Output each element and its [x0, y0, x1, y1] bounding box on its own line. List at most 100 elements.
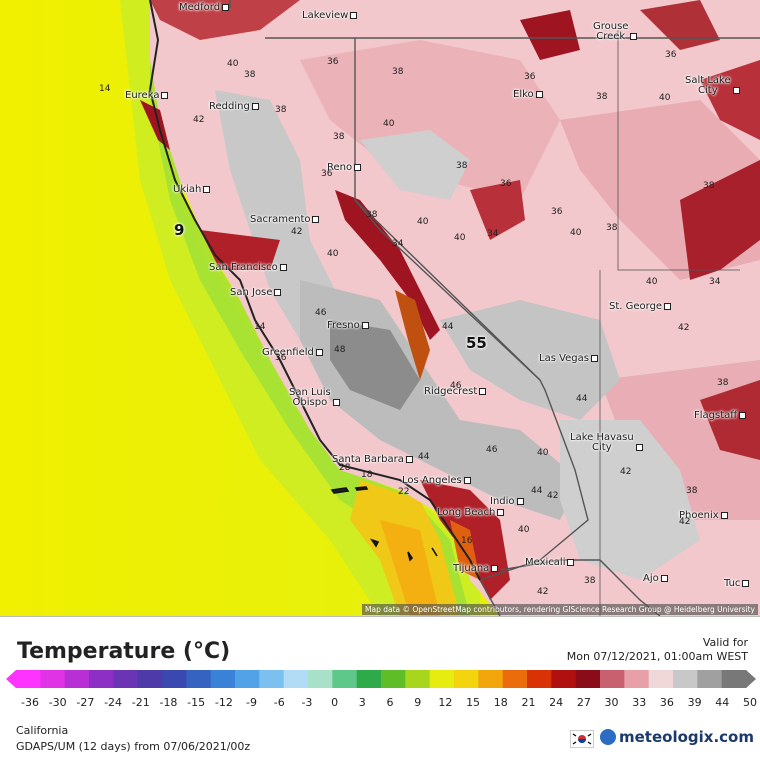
valid-time: Mon 07/12/2021, 01:00am WEST: [566, 650, 748, 663]
scale-max-arrow: [746, 670, 756, 688]
city-mexicali[interactable]: Mexicali: [525, 557, 575, 568]
temperature-value: 44: [576, 394, 588, 404]
city-flagstaff[interactable]: Flagstaff: [694, 410, 747, 421]
city-las-vegas[interactable]: Las Vegas: [539, 353, 598, 364]
city-marker-icon: [279, 263, 287, 271]
temperature-value: 36: [327, 57, 339, 67]
city-salt-lake-city[interactable]: Salt Lake City: [685, 76, 740, 96]
city-marker-icon: [405, 455, 413, 463]
scale-color-cell: [137, 670, 163, 688]
scale-tick-label: -3: [301, 696, 313, 709]
city-redding[interactable]: Redding: [209, 101, 259, 112]
city-greenfield[interactable]: Greenfield: [262, 347, 323, 358]
temperature-value: 46: [450, 381, 462, 391]
city-marker-icon: [361, 321, 369, 329]
city-tuc[interactable]: Tuc: [724, 578, 750, 589]
region-label: California: [16, 724, 69, 737]
city-ajo[interactable]: Ajo: [643, 573, 668, 584]
city-lake-havasu-city[interactable]: Lake Havasu City: [570, 433, 643, 453]
city-label: Santa Barbara: [332, 454, 404, 465]
color-scale-ticks: -36 -30 -27 -24 -21 -18 -15 -12 -9 -6 -3 0 3 6 9 12 15 18…: [6, 696, 757, 710]
city-elko[interactable]: Elko: [513, 89, 543, 100]
city-marker-icon: [161, 91, 169, 99]
temperature-value: 18: [361, 470, 373, 480]
scale-color-cell: [308, 670, 333, 688]
city-marker-icon: [332, 398, 340, 406]
weather-map[interactable]: Medford Lakeview Grouse Creek Eureka Elko Sal…: [0, 0, 760, 616]
scale-color-cell: [405, 670, 431, 688]
scale-tick-label: 12: [438, 696, 453, 709]
temperature-value: 40: [518, 525, 530, 535]
scale-color-cell: [210, 670, 236, 688]
temperature-value: 38: [456, 161, 468, 171]
scale-color-cell: [186, 670, 212, 688]
brand-name: meteologix.com: [619, 728, 754, 746]
temperature-value: 36: [321, 169, 333, 179]
scale-color-cell: [259, 670, 285, 688]
temperature-value: 38: [244, 70, 256, 80]
city-label: Elko: [513, 89, 534, 100]
city-los-angeles[interactable]: Los Angeles: [402, 475, 471, 486]
city-lakeview[interactable]: Lakeview: [302, 10, 358, 21]
scale-tick-label: 33: [632, 696, 647, 709]
scale-tick-label: 3: [358, 696, 366, 709]
city-marker-icon: [720, 511, 728, 519]
city-ukiah[interactable]: Ukiah: [173, 184, 211, 195]
city-fresno[interactable]: Fresno: [327, 320, 369, 331]
city-label: Tuc: [724, 578, 741, 589]
globe-icon: [600, 729, 616, 745]
city-st-george[interactable]: St. George: [609, 301, 672, 312]
city-label: Flagstaff: [694, 410, 738, 421]
city-marker-icon: [463, 476, 471, 484]
scale-color-cell: [429, 670, 455, 688]
city-marker-icon: [315, 348, 323, 356]
city-tijuana[interactable]: Tijuana: [453, 563, 499, 574]
city-san-luis-obispo[interactable]: San Luis Obispo: [289, 388, 340, 408]
city-medford[interactable]: Medford: [179, 2, 230, 13]
city-ridgecrest[interactable]: Ridgecrest: [424, 386, 487, 397]
city-san-francisco[interactable]: San Francisco: [209, 262, 287, 273]
city-santa-barbara[interactable]: Santa Barbara: [332, 454, 413, 465]
temperature-value: 40: [383, 119, 395, 129]
city-reno[interactable]: Reno: [327, 162, 362, 173]
city-phoenix[interactable]: Phoenix: [679, 510, 728, 521]
scale-tick-label: -30: [48, 696, 67, 709]
scale-tick-label: -27: [76, 696, 95, 709]
scale-color-cell: [697, 670, 723, 688]
city-indio[interactable]: Indio: [490, 496, 524, 507]
city-marker-icon: [479, 387, 487, 395]
city-label: Sacramento: [250, 214, 311, 225]
city-sacramento[interactable]: Sacramento: [250, 214, 320, 225]
temperature-value: 36: [275, 353, 287, 363]
scale-color-cell: [332, 670, 358, 688]
temperature-value: 38: [717, 378, 729, 388]
city-label: Ukiah: [173, 184, 202, 195]
city-marker-icon: [491, 564, 499, 572]
city-label: Greenfield: [262, 347, 314, 358]
temperature-extreme-value: 9: [174, 221, 185, 239]
scale-color-cell: [721, 670, 747, 688]
city-san-jose[interactable]: San Jose: [230, 287, 282, 298]
temperature-value: 38: [392, 67, 404, 77]
temperature-value: 40: [417, 217, 429, 227]
map-attribution[interactable]: Map data © OpenStreetMap contributors, r…: [362, 604, 758, 615]
scale-color-cell: [40, 670, 66, 688]
city-eureka[interactable]: Eureka: [125, 90, 169, 101]
temperature-value: 14: [254, 322, 266, 332]
temperature-value: 38: [584, 576, 596, 586]
brand-logo[interactable]: meteologix.com: [600, 728, 754, 746]
city-long-beach[interactable]: Long Beach: [437, 507, 505, 518]
temperature-value: 46: [315, 308, 327, 318]
city-marker-icon: [251, 102, 259, 110]
temperature-value: 34: [487, 229, 499, 239]
scale-tick-label: -36: [21, 696, 39, 709]
city-label: Grouse Creek: [593, 21, 629, 42]
temperature-value: 38: [686, 486, 698, 496]
temperature-value: 28: [339, 463, 351, 473]
scale-tick-label: -24: [104, 696, 123, 709]
city-label: Redding: [209, 101, 250, 112]
city-label: St. George: [609, 301, 663, 312]
city-grouse-creek[interactable]: Grouse Creek: [593, 21, 638, 42]
city-label: Phoenix: [679, 510, 719, 521]
city-marker-icon: [732, 86, 740, 94]
